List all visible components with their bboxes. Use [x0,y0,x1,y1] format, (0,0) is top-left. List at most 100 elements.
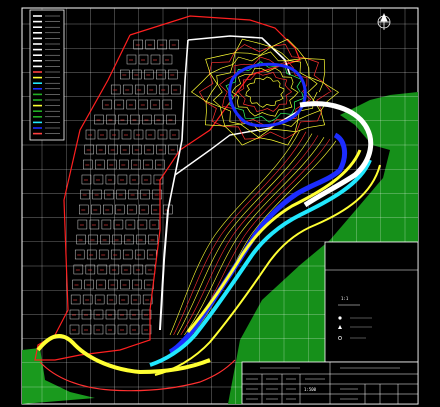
north-arrow [377,12,391,30]
building-lot [124,234,134,245]
building-lot [88,234,98,245]
building-lot [93,324,104,335]
building-lot [103,204,113,215]
building-lot [132,69,142,80]
building-lot [84,144,94,155]
building-lot [110,249,121,260]
building-lot [141,309,152,320]
building-lot [117,309,128,320]
building-lot [148,234,158,245]
water-features [168,62,348,355]
building-lot [105,324,116,335]
building-lot [70,294,81,305]
title-block: 1:500 [241,361,419,405]
building-lot [155,159,165,170]
contour-line [169,129,301,336]
building-lot [116,189,126,200]
building-lot [122,249,133,260]
building-lot [81,324,92,335]
building-lot [158,84,169,95]
building-lot [141,324,152,335]
building-lot [169,129,180,140]
building-lot [145,39,155,50]
building-lot [69,309,80,320]
building-lot [121,129,132,140]
building-lot [157,129,168,140]
building-lot [97,129,108,140]
building-lot [146,84,157,95]
bank-line-outer [154,164,381,376]
building-lot [126,99,137,110]
river-channel [149,159,372,367]
contour-line [212,51,318,133]
building-lot [74,249,85,260]
building-lot [126,54,137,65]
building-lot [76,234,86,245]
building-lot [86,249,97,260]
building-lot [150,54,161,65]
contour-line [176,133,313,336]
building-lot [153,174,164,185]
legend-panel-left [29,9,65,141]
building-lot [133,39,143,50]
building-lot [168,144,178,155]
building-lot [141,174,152,185]
building-lot [136,234,146,245]
south-shoreline [36,334,211,375]
building-lot [113,219,124,230]
building-lot [93,309,104,320]
building-lot [92,189,102,200]
building-lot [101,219,112,230]
contour-line [237,71,293,112]
building-lot [98,249,109,260]
building-lot [128,189,138,200]
embankment-road [299,101,374,208]
building-lot [110,84,121,95]
building-lot [73,264,84,275]
building-lot [137,219,148,230]
building-lot [156,69,166,80]
building-lot [142,294,153,305]
building-lot [81,309,92,320]
building-lot [81,174,92,185]
building-lot [140,189,150,200]
building-lot [144,144,154,155]
contour-line [184,137,325,336]
legend-panel-right: 1:1 [324,241,419,363]
contour-line [219,56,312,128]
building-lot [109,129,120,140]
building-lot [119,159,129,170]
building-lot [96,279,106,290]
building-lot [142,114,152,125]
building-lot [134,84,145,95]
building-lot [89,219,100,230]
building-lot [104,189,114,200]
building-lot [132,279,142,290]
building-lot [108,279,118,290]
building-lot [120,144,130,155]
building-lot [112,234,122,245]
building-lot [130,294,141,305]
contour-line [180,135,319,336]
site-boundary-line [34,15,301,361]
building-lot [145,129,156,140]
building-lot [144,69,154,80]
building-lot [118,114,128,125]
contour-line [190,38,340,146]
building-lot [138,99,149,110]
building-lot [157,39,167,50]
building-lot [84,279,94,290]
building-lot [121,264,132,275]
building-lot [106,114,116,125]
legend-scale-text: 1:1 [341,296,349,301]
building-lot [143,159,153,170]
building-lot [107,159,117,170]
building-lot [118,294,129,305]
building-lot [152,189,162,200]
building-lot [146,249,157,260]
building-lot [102,99,113,110]
building-lot [77,219,88,230]
building-lot [168,69,178,80]
